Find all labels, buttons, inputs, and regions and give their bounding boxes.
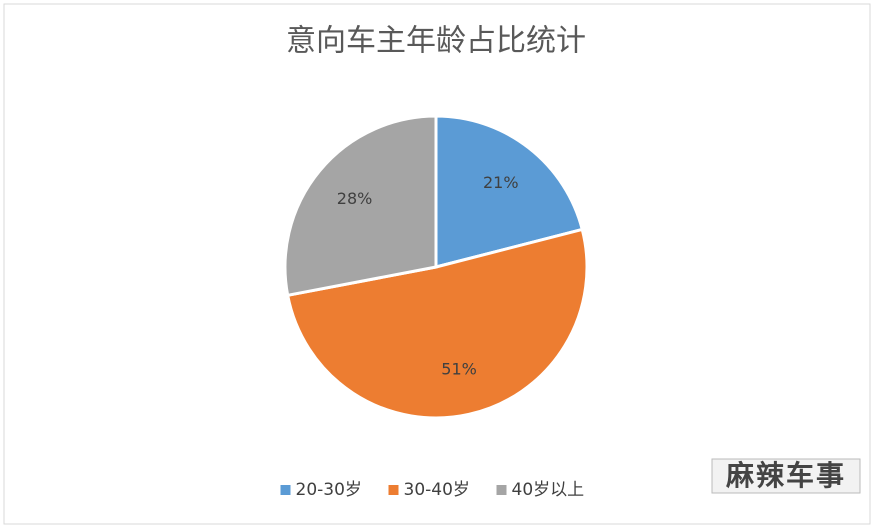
legend-label: 20-30岁	[296, 480, 362, 500]
legend-label: 30-40岁	[404, 480, 470, 500]
legend-swatch	[388, 485, 399, 495]
watermark: 麻辣车事	[726, 459, 846, 492]
pie-slice	[285, 227, 589, 420]
data-label: 51%	[441, 360, 477, 379]
chart-title: 意向车主年龄占比统计	[286, 24, 586, 59]
pie-slice	[283, 114, 438, 298]
legend-swatch	[280, 485, 291, 495]
pie-slice	[434, 114, 585, 269]
data-label: 28%	[337, 189, 373, 208]
legend-label: 40岁以上	[512, 480, 585, 500]
legend-swatch	[496, 485, 507, 495]
data-label: 21%	[483, 173, 519, 192]
watermark-box	[711, 458, 861, 494]
